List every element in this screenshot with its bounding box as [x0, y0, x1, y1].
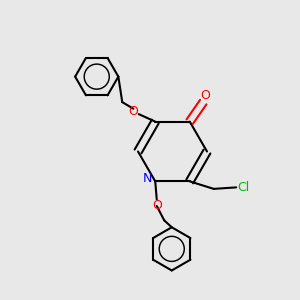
Text: O: O	[152, 200, 162, 212]
Text: Cl: Cl	[238, 181, 250, 194]
Text: N: N	[143, 172, 152, 185]
Text: O: O	[201, 89, 211, 102]
Text: O: O	[128, 105, 138, 118]
